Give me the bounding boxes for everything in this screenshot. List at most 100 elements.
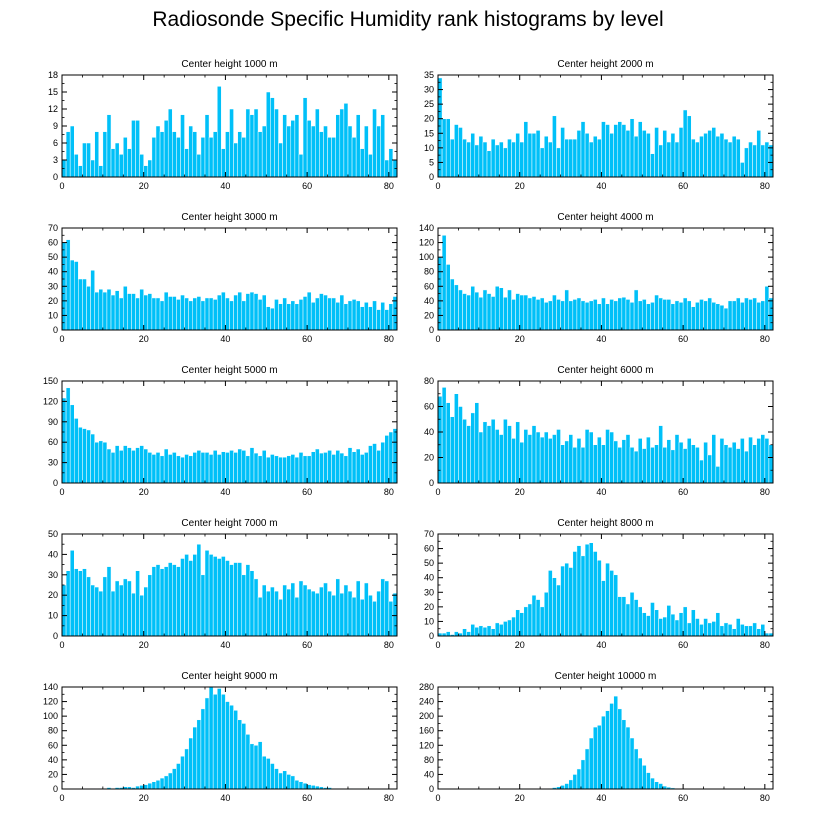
bar [339, 592, 345, 637]
bar [543, 302, 549, 331]
bar [163, 120, 169, 178]
bar [674, 619, 680, 637]
bar [172, 296, 177, 331]
bar [319, 586, 324, 637]
bar [90, 433, 95, 484]
bar [629, 118, 635, 178]
x-tick-label: 60 [678, 640, 688, 650]
bar [654, 127, 659, 178]
bar [633, 748, 639, 790]
y-tick-label: 40 [424, 427, 434, 437]
bar [114, 142, 120, 178]
bar [180, 755, 185, 790]
x-tick-label: 60 [678, 334, 688, 344]
bar [176, 455, 181, 484]
bar [531, 296, 537, 331]
bar [719, 625, 725, 637]
bar [470, 624, 476, 637]
bar [597, 725, 602, 790]
x-tick-label: 20 [515, 487, 525, 497]
bar [347, 590, 353, 637]
bar [180, 456, 185, 484]
x-tick-label: 20 [139, 181, 149, 191]
x-tick-label: 20 [515, 640, 525, 650]
bar [552, 115, 557, 178]
bar [646, 436, 651, 484]
bar [499, 624, 504, 637]
bar [703, 300, 708, 331]
bar [94, 291, 100, 331]
bar [678, 441, 684, 484]
x-tick-label: 80 [760, 640, 770, 650]
x-tick-label: 60 [678, 181, 688, 191]
bar [650, 302, 655, 331]
bar [744, 147, 749, 178]
bar [560, 785, 565, 790]
bar [159, 568, 165, 637]
y-tick-label: 120 [43, 396, 58, 406]
bar [196, 450, 202, 484]
bar [355, 580, 361, 637]
bar [106, 288, 112, 331]
bar [294, 456, 300, 484]
bar [642, 612, 647, 637]
bar [237, 562, 243, 637]
bar [110, 148, 116, 178]
x-tick-label: 20 [515, 181, 525, 191]
bar [494, 622, 500, 637]
bar [723, 622, 729, 637]
bar [286, 774, 292, 790]
bar [229, 564, 234, 637]
bar [523, 294, 529, 331]
bar [478, 625, 484, 637]
x-tick-label: 20 [139, 334, 149, 344]
bar [515, 421, 520, 484]
bar [646, 303, 651, 331]
x-tick-label: 40 [596, 487, 606, 497]
y-tick-label: 0 [53, 325, 58, 335]
bar [568, 138, 574, 178]
bar [601, 121, 606, 178]
bar [216, 688, 222, 790]
bar [695, 302, 700, 331]
bar [482, 421, 488, 484]
bar [723, 307, 729, 331]
bar [155, 564, 161, 637]
bar [580, 300, 586, 331]
bar [605, 124, 610, 178]
bar [625, 130, 631, 178]
y-tick-label: 20 [48, 296, 58, 306]
bar [114, 290, 120, 331]
bar [613, 124, 619, 178]
x-tick-label: 60 [678, 793, 688, 803]
bar [588, 141, 594, 178]
bar [339, 108, 345, 178]
panel-title: Center height 7000 m [181, 518, 277, 529]
y-tick-label: 30 [48, 570, 58, 580]
bar [78, 278, 83, 331]
bar [315, 297, 320, 331]
x-tick-label: 0 [59, 487, 64, 497]
x-tick-label: 80 [384, 640, 394, 650]
bar [466, 141, 471, 178]
bar [490, 296, 496, 331]
bar [499, 141, 504, 178]
bar [474, 402, 480, 484]
bar [515, 133, 520, 178]
bar [257, 299, 263, 331]
bar [637, 300, 643, 331]
bar [114, 580, 120, 637]
bar [123, 578, 128, 637]
bar [278, 303, 283, 331]
y-tick-label: 20 [48, 590, 58, 600]
bar [384, 309, 390, 331]
bar [625, 726, 631, 790]
bar [678, 612, 684, 637]
bar [556, 584, 561, 637]
bar [695, 141, 700, 178]
panel-title: Center height 2000 m [557, 59, 653, 70]
bar [74, 568, 79, 637]
bar [486, 625, 492, 637]
bar [490, 138, 496, 178]
bar [499, 434, 504, 484]
